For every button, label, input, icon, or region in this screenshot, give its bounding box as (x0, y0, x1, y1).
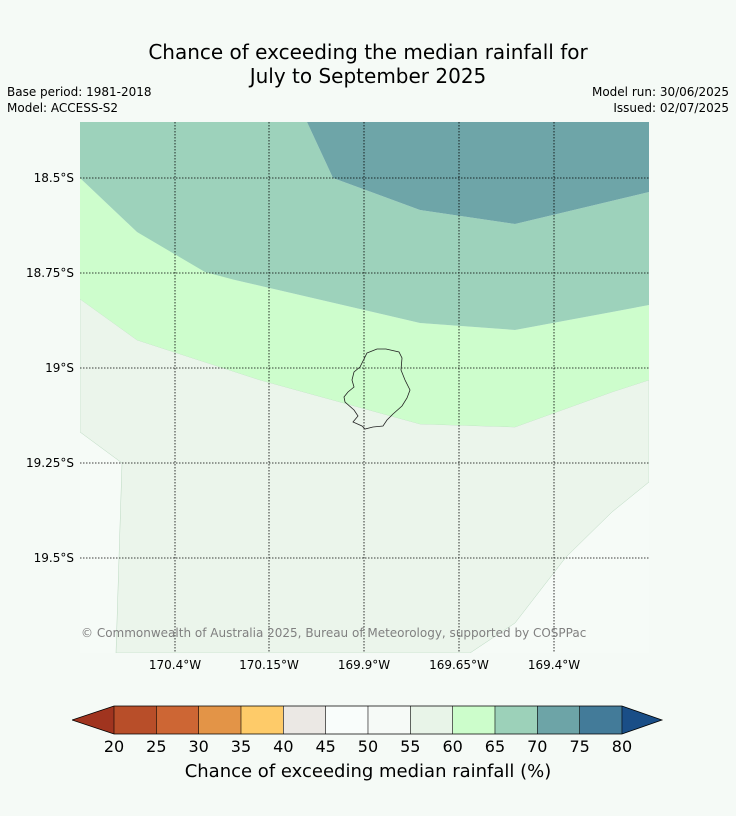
band-65-70 (80, 178, 649, 427)
cb-tick-55: 55 (400, 737, 421, 756)
niue-island-outline (343, 348, 411, 430)
cb-tick-80: 80 (611, 737, 633, 756)
lat-label-18-5: 18.5°S (33, 171, 74, 185)
colorbar-segment-6 (367, 706, 411, 734)
colorbar-segment-2 (198, 706, 242, 734)
chart-title-line2: July to September 2025 (249, 64, 487, 88)
base-period-text: Base period: 1981-2018 (7, 85, 152, 99)
model-text: Model: ACCESS-S2 (7, 101, 119, 115)
lon-label-169-65: 169.65°W (429, 658, 489, 672)
cb-tick-60: 60 (442, 737, 463, 756)
lat-label-18-75: 18.75°S (26, 266, 74, 280)
copyright-text: © Commonwealth of Australia 2025, Bureau… (81, 626, 586, 640)
cb-tick-70: 70 (527, 737, 548, 756)
colorbar-segment-4 (283, 706, 327, 734)
cb-tick-30: 30 (188, 737, 209, 756)
lon-label-169-9: 169.9°W (337, 658, 391, 672)
cb-tick-20: 20 (103, 737, 125, 756)
model-run-text: Model run: 30/06/2025 (591, 85, 729, 99)
cb-tick-45: 45 (315, 737, 336, 756)
cb-tick-75: 75 (569, 737, 590, 756)
lon-label-170-15: 170.15°W (239, 658, 299, 672)
band-75-80 (307, 122, 649, 224)
lat-label-19-5: 19.5°S (33, 551, 74, 565)
graticule (80, 122, 649, 653)
colorbar (72, 705, 664, 735)
cb-tick-50: 50 (357, 737, 379, 756)
colorbar-segment-7 (410, 706, 454, 734)
colorbar-segment-3 (240, 706, 284, 734)
colorbar-segment-1 (156, 706, 200, 734)
colorbar-segment-0 (114, 706, 157, 734)
band-70-75 (80, 122, 649, 330)
cb-tick-65: 65 (484, 737, 506, 756)
issued-text: Issued: 02/07/2025 (613, 101, 729, 115)
colorbar-extend-low (72, 706, 114, 734)
lon-label-170-4: 170.4°W (148, 658, 202, 672)
colorbar-segment-5 (325, 706, 369, 734)
colorbar-segment-11 (579, 706, 623, 734)
lat-label-19-25: 19.25°S (26, 456, 74, 470)
cb-tick-40: 40 (273, 737, 294, 756)
colorbar-segment-9 (494, 706, 538, 734)
lat-label-19: 19°S (45, 361, 74, 375)
colorbar-segment-8 (452, 706, 496, 734)
cb-tick-25: 25 (146, 737, 167, 756)
colorbar-segment-10 (537, 706, 581, 734)
chart-title-line1: Chance of exceeding the median rainfall … (148, 40, 588, 64)
rainfall-map: © Commonwealth of Australia 2025, Bureau… (80, 122, 649, 653)
colorbar-extend-high (621, 706, 662, 734)
lon-label-169-4: 169.4°W (527, 658, 581, 672)
colorbar-title: Chance of exceeding median rainfall (%) (184, 761, 552, 782)
cb-tick-35: 35 (230, 737, 252, 756)
